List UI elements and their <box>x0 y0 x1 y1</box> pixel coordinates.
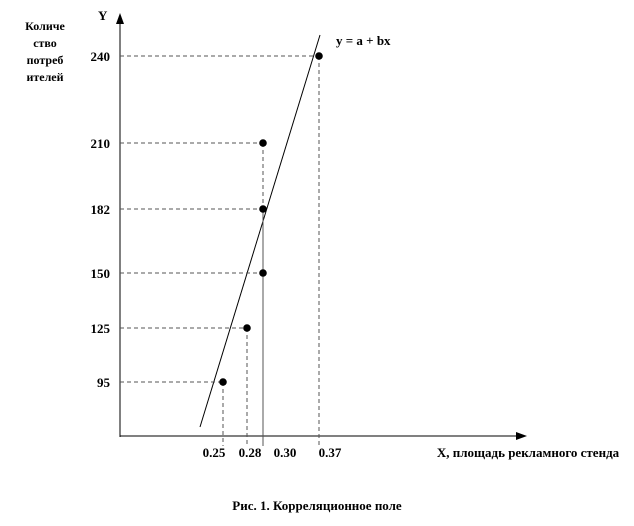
y-tick-label: 210 <box>91 136 111 151</box>
data-point <box>315 52 323 60</box>
data-point <box>243 324 251 332</box>
x-tick-label: 0.28 <box>239 445 262 460</box>
regression-label: y = a + bx <box>336 33 391 48</box>
data-point <box>219 378 227 386</box>
y-axis-letter: Y <box>98 8 108 23</box>
x-tick-label: 0.25 <box>203 445 226 460</box>
y-tick-label: 182 <box>91 202 111 217</box>
y-tick-label: 95 <box>97 375 111 390</box>
x-axis-arrow <box>516 432 527 440</box>
y-axis-label: Количе ство потреб ителей <box>25 19 65 84</box>
x-tick-label: 0.37 <box>319 445 342 460</box>
data-point <box>259 269 267 277</box>
y-tick-label: 125 <box>91 321 111 336</box>
figure-caption: Рис. 1. Корреляционное поле <box>232 498 402 513</box>
data-point <box>259 205 267 213</box>
y-tick-label: 150 <box>91 266 111 281</box>
y-tick-label: 240 <box>91 49 111 64</box>
regression-line <box>199 34 321 428</box>
data-point <box>259 139 267 147</box>
y-axis-arrow <box>116 13 124 24</box>
x-tick-label: 0.30 <box>274 445 297 460</box>
x-axis-label: X, площадь рекламного стенда <box>436 445 620 460</box>
